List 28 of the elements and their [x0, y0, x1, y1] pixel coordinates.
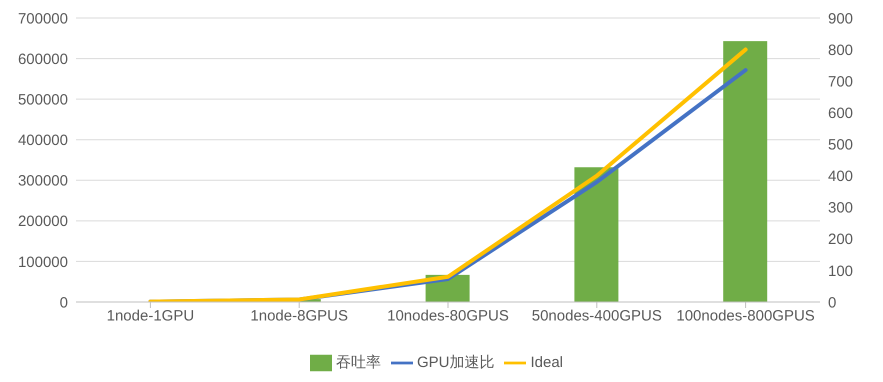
legend-label: 吞吐率	[336, 354, 381, 371]
y-tick-label: 700000	[18, 10, 68, 28]
y2-tick-label: 400	[828, 168, 854, 186]
x-tick-label: 10nodes-80GPUS	[387, 308, 509, 325]
y2-tick-label: 600	[828, 104, 854, 122]
y-tick-label: 500000	[18, 91, 68, 108]
y-tick-label: 100000	[18, 254, 68, 271]
legend-label: Ideal	[530, 354, 564, 371]
y2-tick-label: 900	[828, 10, 854, 28]
legend-label: GPU加速比	[416, 354, 494, 371]
y-tick-label: 0	[60, 294, 68, 312]
bar	[574, 167, 618, 302]
x-tick-label: 1node-8GPUS	[250, 308, 348, 325]
y2-tick-label: 300	[828, 200, 854, 217]
y-tick-label: 600000	[18, 50, 68, 68]
x-tick-label: 100nodes-800GPUS	[676, 308, 815, 325]
y2-tick-label: 700	[828, 73, 854, 90]
y2-tick-label: 200	[828, 231, 854, 248]
y2-tick-label: 800	[828, 42, 854, 59]
x-tick-label: 1node-1GPU	[106, 308, 194, 325]
y2-tick-label: 100	[828, 262, 854, 280]
y2-tick-label: 0	[828, 294, 836, 312]
y2-tick-label: 500	[828, 136, 854, 154]
y-tick-label: 400000	[18, 132, 68, 150]
bar	[723, 41, 768, 302]
y-tick-label: 300000	[18, 172, 68, 190]
y-tick-label: 200000	[18, 213, 68, 230]
x-tick-label: 50nodes-400GPUS	[532, 308, 662, 325]
